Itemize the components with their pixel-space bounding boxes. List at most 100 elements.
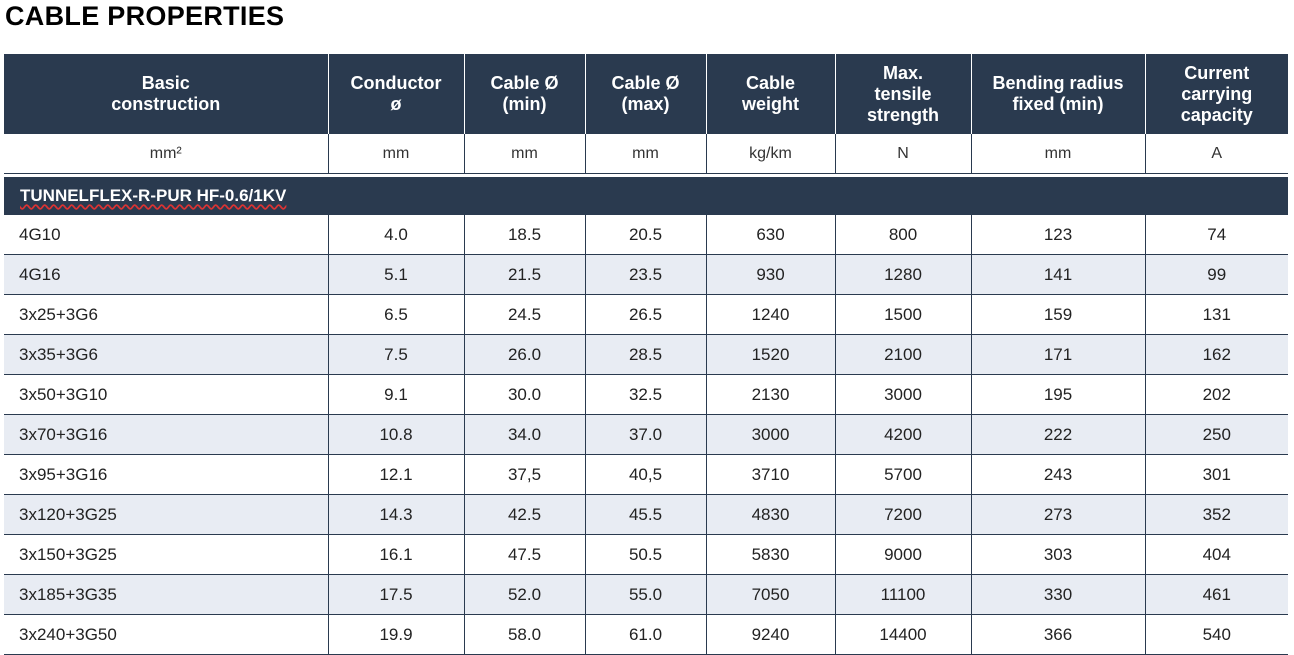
- value-cell: 3000: [705, 414, 835, 455]
- value-cell: 195: [970, 374, 1145, 415]
- value-cell: 7200: [834, 494, 971, 535]
- value-cell: 9000: [834, 534, 971, 575]
- unit-cell: mm: [327, 134, 464, 174]
- header-max-tensile-strength: Max. tensile strength: [834, 54, 971, 134]
- table-row: 3x35+3G6 7.5 26.0 28.5 1520 2100 171 162: [4, 334, 1288, 375]
- value-cell: 24.5: [463, 294, 585, 335]
- value-cell: 540: [1144, 614, 1288, 655]
- value-cell: 4.0: [327, 215, 464, 255]
- value-cell: 2100: [834, 334, 971, 375]
- value-cell: 3000: [834, 374, 971, 415]
- value-cell: 52.0: [463, 574, 585, 615]
- table-row: 3x50+3G10 9.1 30.0 32.5 2130 3000 195 202: [4, 374, 1288, 415]
- value-cell: 330: [970, 574, 1145, 615]
- value-cell: 9240: [705, 614, 835, 655]
- value-cell: 5700: [834, 454, 971, 495]
- construction-cell: 3x35+3G6: [4, 334, 328, 375]
- value-cell: 404: [1144, 534, 1288, 575]
- header-basic-construction: Basic construction: [4, 54, 328, 134]
- value-cell: 42.5: [463, 494, 585, 535]
- value-cell: 37.0: [584, 414, 706, 455]
- construction-cell: 3x25+3G6: [4, 294, 328, 335]
- value-cell: 222: [970, 414, 1145, 455]
- table-row: 3x95+3G16 12.1 37,5 40,5 3710 5700 243 301: [4, 454, 1288, 495]
- value-cell: 930: [705, 254, 835, 295]
- value-cell: 800: [834, 215, 971, 255]
- value-cell: 11100: [834, 574, 971, 615]
- header-cable-weight: Cable weight: [705, 54, 835, 134]
- value-cell: 131: [1144, 294, 1288, 335]
- value-cell: 37,5: [463, 454, 585, 495]
- cable-properties-table: Basic construction Conductor ø Cable Ø (…: [4, 54, 1288, 655]
- unit-cell: kg/km: [705, 134, 835, 174]
- value-cell: 1500: [834, 294, 971, 335]
- value-cell: 17.5: [327, 574, 464, 615]
- header-row: Basic construction Conductor ø Cable Ø (…: [4, 54, 1288, 134]
- value-cell: 1280: [834, 254, 971, 295]
- value-cell: 10.8: [327, 414, 464, 455]
- value-cell: 61.0: [584, 614, 706, 655]
- unit-cell: mm: [463, 134, 585, 174]
- value-cell: 301: [1144, 454, 1288, 495]
- value-cell: 47.5: [463, 534, 585, 575]
- value-cell: 630: [705, 215, 835, 255]
- section-title-cell: TUNNELFLEX-R-PUR HF-0.6/1KV: [4, 177, 1288, 215]
- unit-cell: A: [1144, 134, 1288, 174]
- header-current-capacity: Current carrying capacity: [1144, 54, 1288, 134]
- value-cell: 16.1: [327, 534, 464, 575]
- value-cell: 40,5: [584, 454, 706, 495]
- unit-cell: mm²: [4, 134, 328, 174]
- table-row: 4G16 5.1 21.5 23.5 930 1280 141 99: [4, 254, 1288, 295]
- value-cell: 4830: [705, 494, 835, 535]
- value-cell: 1240: [705, 294, 835, 335]
- value-cell: 366: [970, 614, 1145, 655]
- value-cell: 21.5: [463, 254, 585, 295]
- value-cell: 9.1: [327, 374, 464, 415]
- value-cell: 14.3: [327, 494, 464, 535]
- value-cell: 19.9: [327, 614, 464, 655]
- value-cell: 5.1: [327, 254, 464, 295]
- value-cell: 141: [970, 254, 1145, 295]
- value-cell: 303: [970, 534, 1145, 575]
- construction-cell: 3x70+3G16: [4, 414, 328, 455]
- table-row: 4G10 4.0 18.5 20.5 630 800 123 74: [4, 215, 1288, 255]
- value-cell: 58.0: [463, 614, 585, 655]
- value-cell: 4200: [834, 414, 971, 455]
- value-cell: 123: [970, 215, 1145, 255]
- section-header-row: TUNNELFLEX-R-PUR HF-0.6/1KV: [4, 177, 1288, 215]
- table-row: 3x240+3G50 19.9 58.0 61.0 9240 14400 366 540: [4, 614, 1288, 655]
- value-cell: 352: [1144, 494, 1288, 535]
- construction-cell: 4G16: [4, 254, 328, 295]
- section-title: TUNNELFLEX-R-PUR HF-0.6/1KV: [20, 186, 287, 205]
- unit-cell: N: [834, 134, 971, 174]
- value-cell: 28.5: [584, 334, 706, 375]
- value-cell: 30.0: [463, 374, 585, 415]
- value-cell: 5830: [705, 534, 835, 575]
- value-cell: 23.5: [584, 254, 706, 295]
- header-cable-diameter-max: Cable Ø (max): [584, 54, 706, 134]
- units-row: mm² mm mm mm kg/km N mm A: [4, 134, 1288, 174]
- construction-cell: 3x95+3G16: [4, 454, 328, 495]
- value-cell: 7050: [705, 574, 835, 615]
- table-row: 3x70+3G16 10.8 34.0 37.0 3000 4200 222 250: [4, 414, 1288, 455]
- value-cell: 461: [1144, 574, 1288, 615]
- value-cell: 55.0: [584, 574, 706, 615]
- construction-cell: 3x185+3G35: [4, 574, 328, 615]
- construction-cell: 3x150+3G25: [4, 534, 328, 575]
- value-cell: 18.5: [463, 215, 585, 255]
- value-cell: 6.5: [327, 294, 464, 335]
- value-cell: 12.1: [327, 454, 464, 495]
- value-cell: 7.5: [327, 334, 464, 375]
- value-cell: 2130: [705, 374, 835, 415]
- value-cell: 14400: [834, 614, 971, 655]
- value-cell: 32.5: [584, 374, 706, 415]
- construction-cell: 3x240+3G50: [4, 614, 328, 655]
- value-cell: 1520: [705, 334, 835, 375]
- value-cell: 162: [1144, 334, 1288, 375]
- construction-cell: 4G10: [4, 215, 328, 255]
- page-title: CABLE PROPERTIES: [5, 1, 285, 31]
- header-bending-radius: Bending radius fixed (min): [970, 54, 1145, 134]
- table-row: 3x150+3G25 16.1 47.5 50.5 5830 9000 303 404: [4, 534, 1288, 575]
- header-cable-diameter-min: Cable Ø (min): [463, 54, 585, 134]
- table-row: 3x185+3G35 17.5 52.0 55.0 7050 11100 330 461: [4, 574, 1288, 615]
